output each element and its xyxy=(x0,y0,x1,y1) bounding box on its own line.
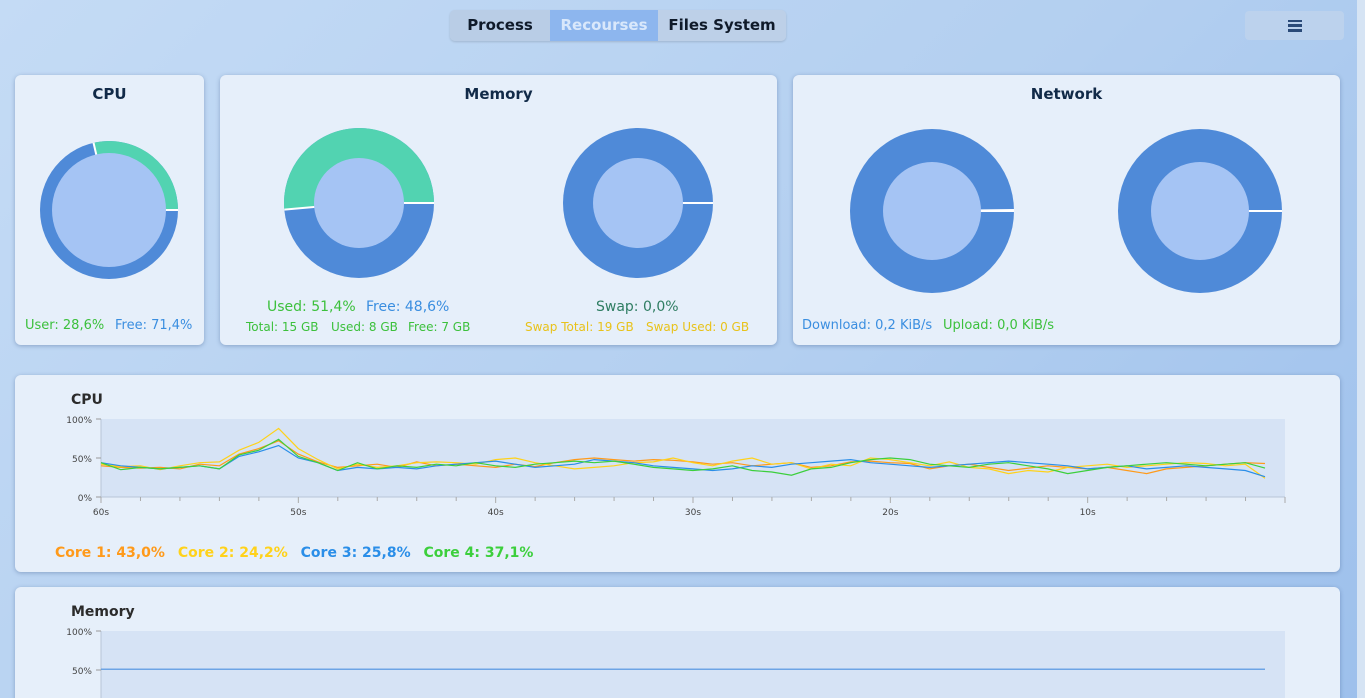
download-donut xyxy=(850,129,1015,293)
memory-donut-center xyxy=(314,158,404,248)
hamburger-menu-icon xyxy=(1287,19,1302,32)
memory-plot-area xyxy=(101,631,1285,698)
legend-core-4: Core 4: 37,1% xyxy=(423,545,534,561)
legend-core-1: Core 1: 43,0% xyxy=(55,545,165,561)
network-upload-stat: Upload: 0,0 KiB/s xyxy=(943,318,1055,333)
cpu-line-chart: 100% 50% 0%60s 50s 40s 30s 20s 10s xyxy=(66,416,1286,518)
memory-card: Memory Used: 51,4% Free: 48,6% Total: 15… xyxy=(220,75,777,345)
cpu-chart-x-tick-label: 20s xyxy=(882,508,898,518)
memory-donuts xyxy=(284,128,713,278)
cpu-donut-center xyxy=(52,153,166,267)
tab-files-system[interactable]: Files System xyxy=(658,10,786,41)
swap-total-stat: Swap Total: 19 GB xyxy=(525,320,634,334)
cpu-chart-x-tick-label: 50s xyxy=(290,508,306,518)
memory-total-stat: Total: 15 GB xyxy=(246,320,319,334)
cpu-chart-y-tick-label: 0% xyxy=(78,494,93,504)
memory-chart-y-tick-label: 50% xyxy=(72,667,92,677)
cpu-free-stat: Free: 71,4% xyxy=(115,318,193,333)
memory-donut xyxy=(284,128,434,278)
cpu-series-core-4 xyxy=(100,438,1266,476)
cpu-chart-x-tick-label: 30s xyxy=(685,508,701,518)
memory-used-stat: Used: 51,4% xyxy=(267,299,356,315)
cpu-chart-y-tick-label: 100% xyxy=(66,416,92,426)
memory-used-gb-stat: Used: 8 GB xyxy=(331,320,398,334)
cpu-chart-axes: 100% 50% 0%60s 50s 40s 30s 20s 10s xyxy=(66,416,1286,518)
legend-core-3: Core 3: 25,8% xyxy=(300,545,411,561)
cpu-chart-x-tick-label: 10s xyxy=(1080,508,1096,518)
upload-donut xyxy=(1118,129,1282,293)
network-card: Network Download: 0,2 KiB/s Upload: 0,0 … xyxy=(793,75,1340,345)
cpu-card-title: CPU xyxy=(92,85,127,103)
cpu-donut xyxy=(40,140,178,279)
memory-chart-axes: 100% 50% xyxy=(66,628,102,698)
cpu-chart-series xyxy=(100,427,1266,479)
main-tabs: Process Recourses Files System xyxy=(450,10,786,41)
download-donut-center xyxy=(883,162,981,260)
memory-card-title: Memory xyxy=(464,85,533,103)
swap-donut xyxy=(563,128,713,278)
cpu-user-stat: User: 28,6% xyxy=(25,318,105,333)
memory-free-stat: Free: 48,6% xyxy=(366,299,450,315)
upload-donut-center xyxy=(1151,162,1249,260)
legend-core-2: Core 2: 24,2% xyxy=(177,545,288,561)
cpu-chart-x-tick-label: 40s xyxy=(488,508,504,518)
cpu-plot-area xyxy=(101,419,1285,497)
memory-line-chart: 100% 50% xyxy=(66,628,1285,698)
network-card-title: Network xyxy=(1030,85,1103,103)
network-donuts xyxy=(850,129,1282,293)
cpu-chart-legend: Core 1: 43,0% Core 2: 24,2% Core 3: 25,8… xyxy=(55,545,541,561)
swap-donut-center xyxy=(593,158,683,248)
menu-button[interactable] xyxy=(1245,11,1344,40)
tab-recourses[interactable]: Recourses xyxy=(550,10,658,41)
cpu-chart-x-tick-label: 60s xyxy=(93,508,109,518)
swap-stat: Swap: 0,0% xyxy=(596,299,679,315)
swap-used-stat: Swap Used: 0 GB xyxy=(646,320,750,334)
cpu-chart-title: CPU xyxy=(71,392,103,408)
cpu-chart-card: CPU 100% 50% 0% 60s 50s 40s 30s 20s 10s Core 1: … xyxy=(15,375,1340,572)
cpu-series-core-3 xyxy=(100,444,1266,478)
cpu-series-core-2 xyxy=(100,427,1266,479)
cpu-chart-y-tick-label: 50% xyxy=(72,455,92,465)
network-download-stat: Download: 0,2 KiB/s xyxy=(802,318,933,333)
memory-chart-y-tick-label: 100% xyxy=(66,628,92,638)
memory-free-gb-stat: Free: 7 GB xyxy=(408,320,471,334)
cpu-card: CPU User: 28,6% Free: 71,4% xyxy=(15,75,204,345)
memory-chart-card: Memory 100% 50% xyxy=(15,587,1340,698)
tab-process[interactable]: Process xyxy=(450,10,550,41)
cpu-donut-rings xyxy=(40,140,178,279)
memory-chart-title: Memory xyxy=(71,604,135,620)
page-scrollbar[interactable] xyxy=(1357,0,1365,698)
